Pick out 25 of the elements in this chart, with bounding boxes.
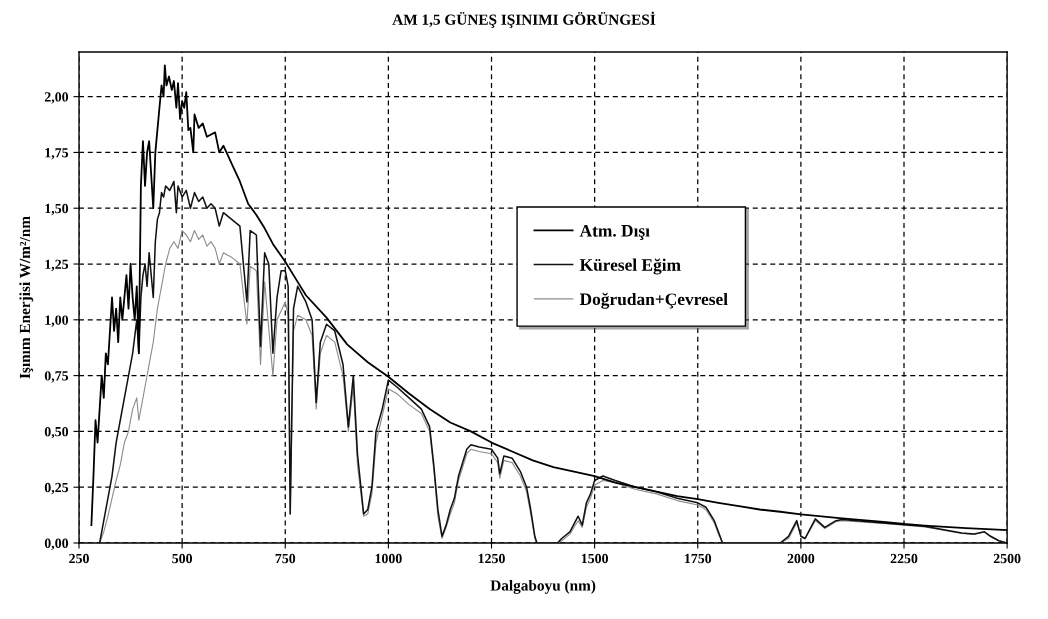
x-tick-label: 1000 <box>375 553 402 564</box>
y-tick-label: 1,75 <box>45 148 69 160</box>
x-tick-label: 2250 <box>890 553 918 564</box>
chart-title: AM 1,5 GÜNEŞ IŞINIMI GÖRÜNGESİ <box>392 11 656 28</box>
x-axis-title: Dalgaboyu (nm) <box>490 579 596 594</box>
y-axis-title: Işınım Enerjisi W/m²/nm <box>19 216 34 379</box>
x-tick-label: 2000 <box>787 553 815 564</box>
x-tick-label: 1750 <box>684 553 712 564</box>
legend-label: Küresel Eğim <box>579 258 681 275</box>
x-tick-label: 2500 <box>993 553 1021 564</box>
legend-label: Atm. Dışı <box>579 225 650 241</box>
y-tick-label: 1,25 <box>45 259 69 271</box>
legend-label: Doğrudan+Çevresel <box>579 292 728 309</box>
y-tick-label: 1,00 <box>45 315 69 327</box>
x-tick-label: 1250 <box>478 553 505 564</box>
y-tick-label: 0,00 <box>44 538 69 550</box>
x-tick-label: 500 <box>172 553 193 564</box>
y-tick-label: 0,50 <box>44 426 69 439</box>
x-tick-label: 1500 <box>581 553 608 564</box>
y-tick-label: 1,50 <box>45 203 69 216</box>
y-tick-label: 2,00 <box>44 92 69 104</box>
x-tick-label: 750 <box>275 553 296 564</box>
x-tick-label: 250 <box>69 553 89 564</box>
y-tick-label: 0,25 <box>44 482 69 495</box>
y-tick-label: 0,75 <box>44 371 69 383</box>
